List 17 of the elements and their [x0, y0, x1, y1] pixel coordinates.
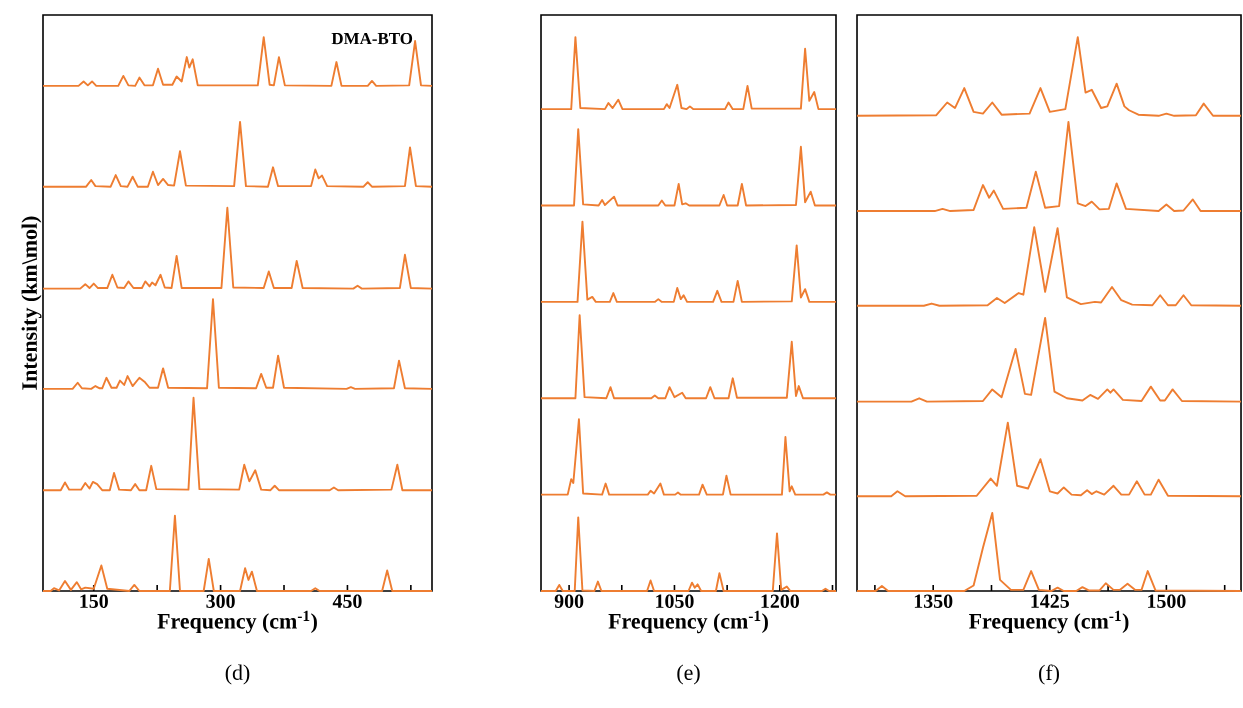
x-tick-label: 1425 [1031, 594, 1069, 608]
x-tick-label: 450 [332, 594, 362, 608]
x-tick-label: 1500 [1148, 594, 1186, 608]
y-axis-title: Intensity (km\mol) [21, 216, 42, 390]
x-tick-label: 1050 [656, 594, 694, 608]
x-tick-label: 900 [554, 594, 584, 608]
x-axis-title: Frequency (cm$^{-1}$) [969, 610, 1129, 634]
annotation: DMA-BTO [331, 32, 413, 45]
x-axis-title: Frequency (cm$^{-1}$) [608, 610, 768, 634]
x-tick-label: 300 [206, 594, 235, 608]
x-axis-title: Frequency (cm$^{-1}$) [157, 610, 317, 634]
x-tick-label: 1350 [914, 594, 953, 608]
x-tick-label: 1200 [761, 594, 799, 608]
x-tick-label: 150 [80, 594, 108, 608]
text: (f) [1039, 664, 1060, 685]
text: (d) [225, 664, 250, 685]
text: (e) [677, 664, 700, 685]
